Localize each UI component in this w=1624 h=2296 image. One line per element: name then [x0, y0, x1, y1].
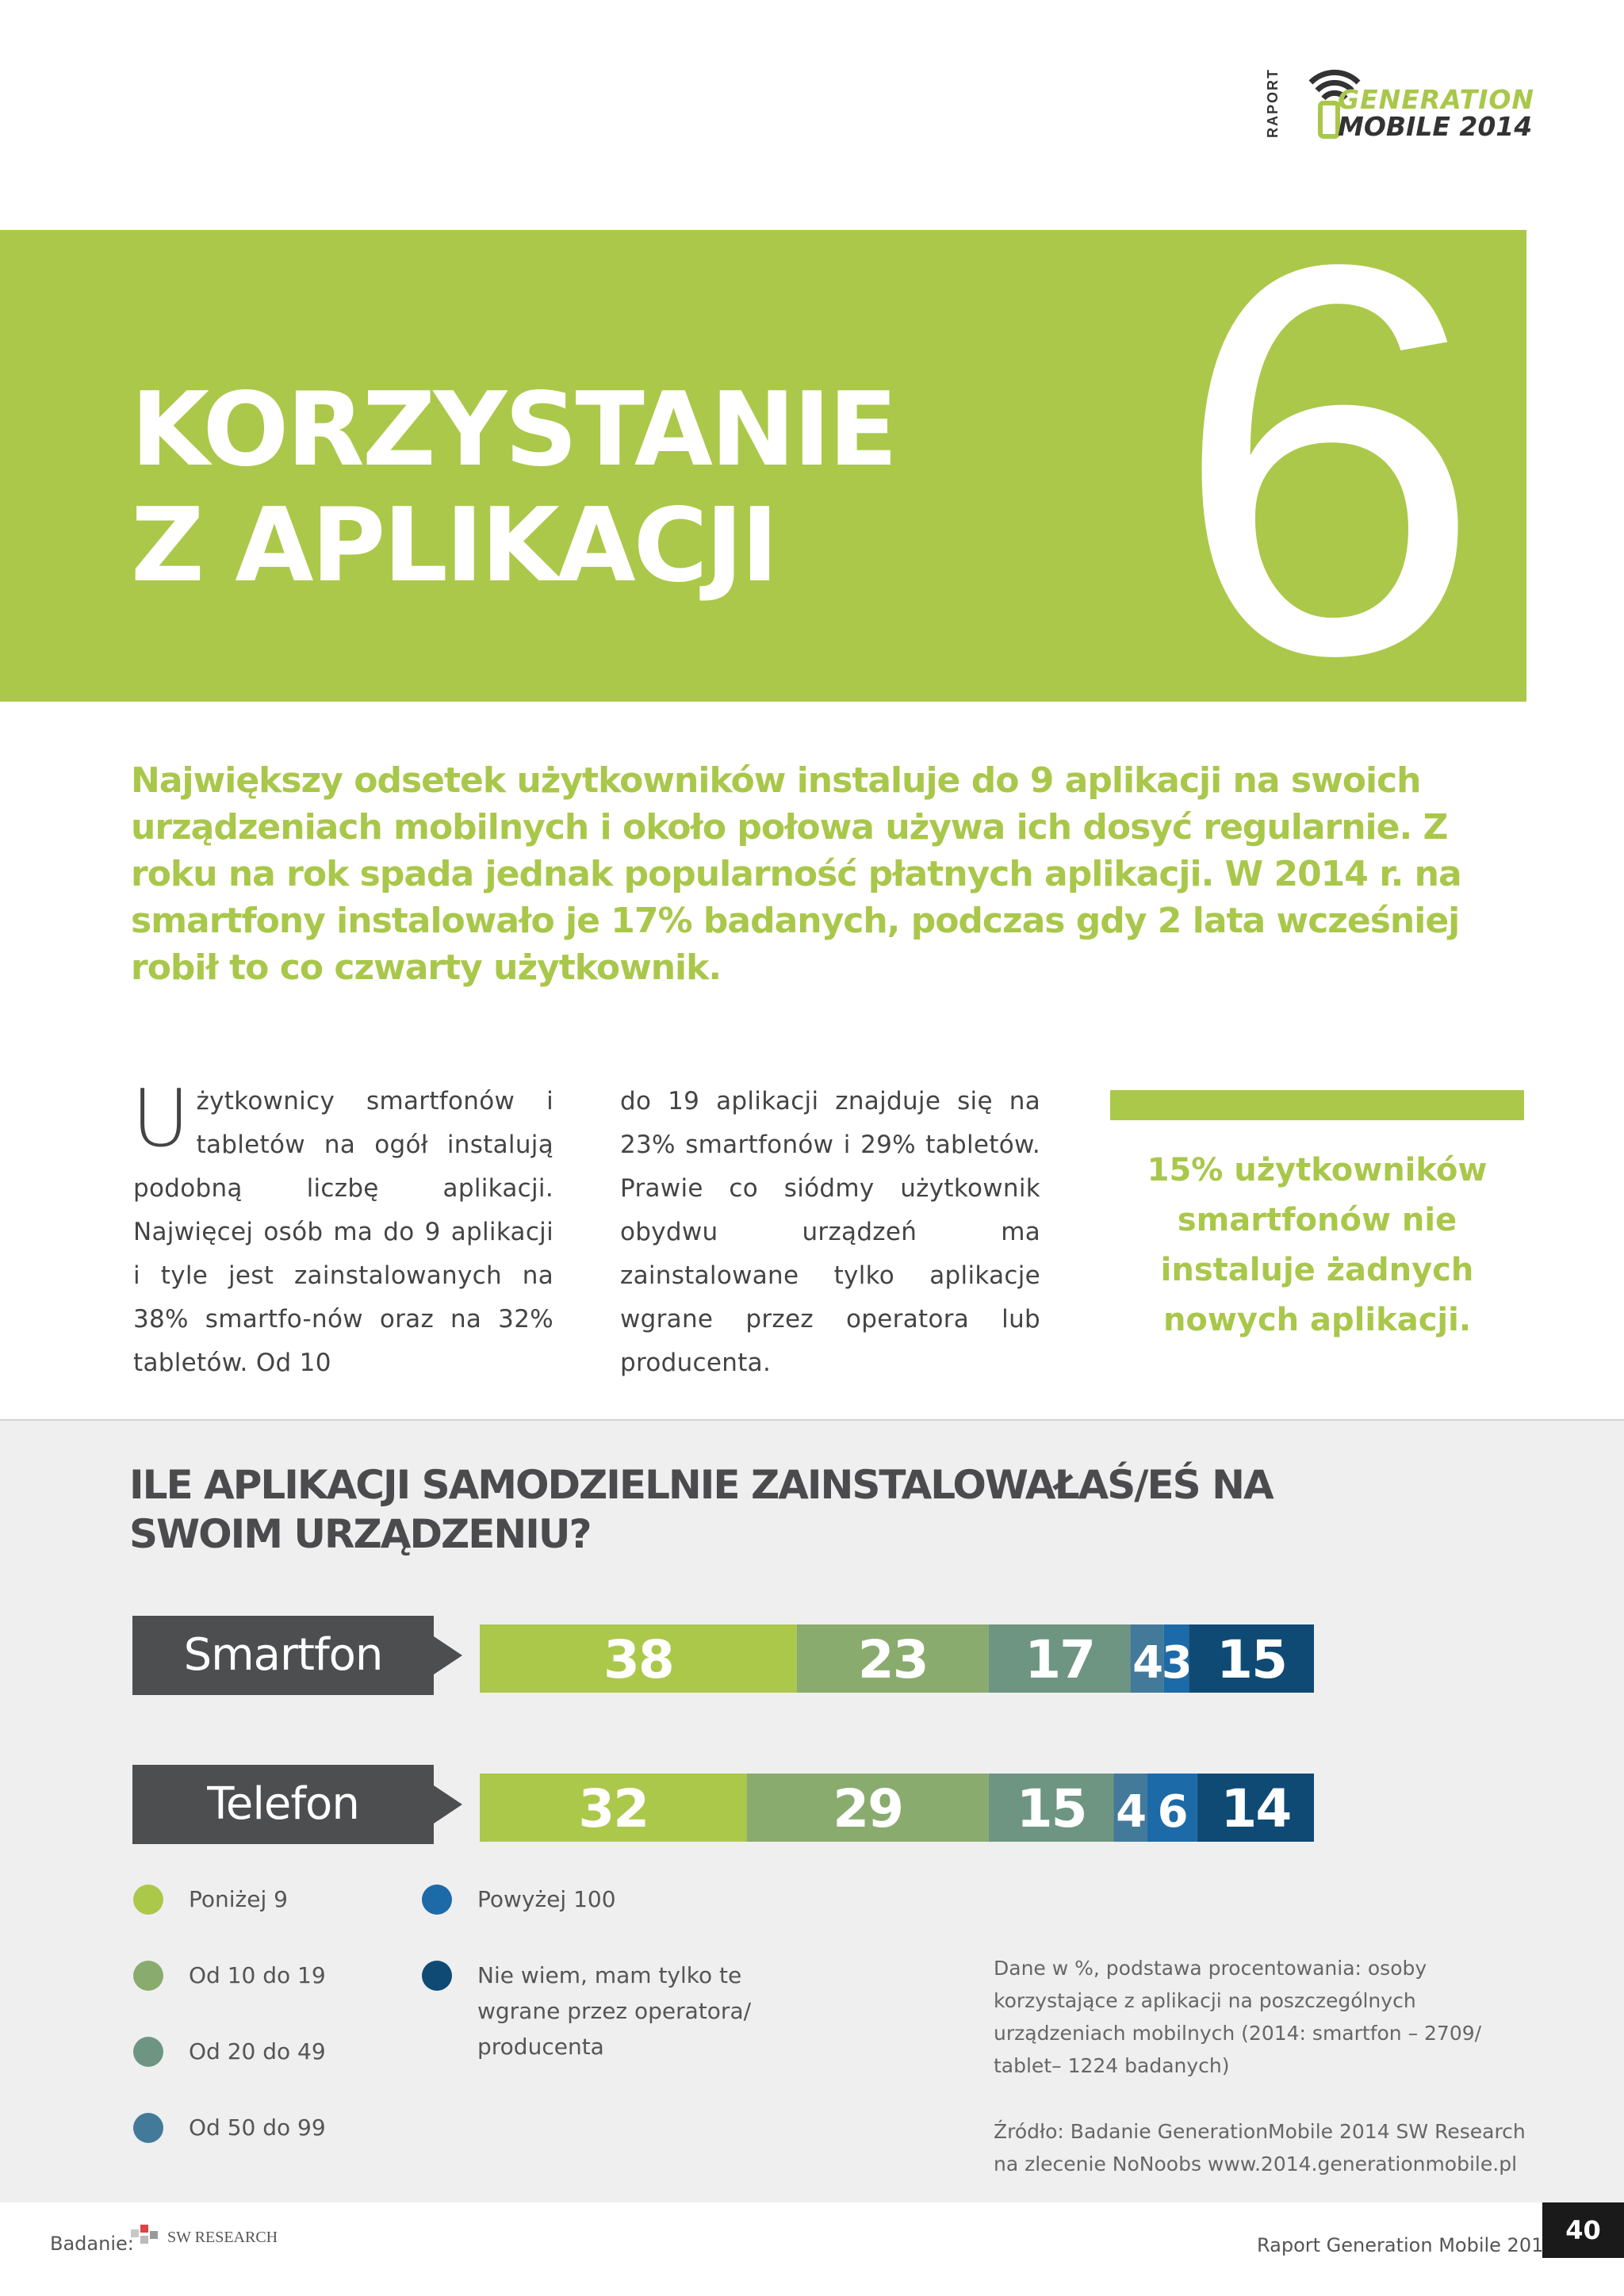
bar-value-label: 4 — [1132, 1637, 1162, 1689]
brand-line1: GENERATION — [1338, 84, 1535, 115]
bar-value-label: 14 — [1220, 1778, 1290, 1839]
bar-value-label: 38 — [603, 1629, 673, 1690]
bar-segment — [988, 1774, 1114, 1842]
bar-value-label: 3 — [1162, 1637, 1191, 1689]
bar-segment — [1147, 1774, 1197, 1842]
legend-item: Od 10 do 19 — [133, 1957, 474, 1993]
bar-value-label: 15 — [1216, 1629, 1286, 1690]
bar-segment — [480, 1774, 747, 1842]
raport-label: RAPORT — [1265, 68, 1281, 138]
bar-segment — [480, 1624, 797, 1693]
page-number: 40 — [1542, 2202, 1624, 2258]
chapter-title-line1: KORZYSTANIE — [131, 371, 898, 489]
sw-logo-text: SW RESEARCH — [167, 2229, 278, 2246]
legend-dot — [422, 1961, 452, 1991]
category-label-text: Smartfon — [183, 1629, 384, 1681]
legend-label: Od 20 do 49 — [189, 2038, 326, 2064]
chapter-title: KORZYSTANIE Z APLIKACJI — [131, 371, 898, 605]
legend-item: Od 50 do 99 — [133, 2110, 474, 2145]
chart-source: Źródło: Badanie GenerationMobile 2014 SW… — [994, 2120, 1526, 2175]
sw-research-logo: SW RESEARCH — [131, 2225, 278, 2246]
legend-label: Od 50 do 99 — [189, 2114, 326, 2141]
bar-value-label: 32 — [578, 1778, 648, 1839]
generation-mobile-logo: RAPORT GENERATION MOBILE 2014 — [1265, 55, 1534, 151]
legend-dot — [133, 1961, 163, 1991]
footer-report-title: Raport Generation Mobile 2014 — [1257, 2234, 1556, 2256]
category-label-telefon: Telefon — [132, 1765, 462, 1844]
bar-value-label: 4 — [1116, 1786, 1145, 1838]
bar-value-label: 29 — [833, 1778, 902, 1839]
chapter-banner: KORZYSTANIE Z APLIKACJI 6 — [0, 230, 1526, 702]
lead-paragraph: Największy odsetek użytkowników instaluj… — [131, 760, 1462, 988]
legend-label: Poniżej 9 — [189, 1886, 288, 1912]
legend-item: Nie wiem, mam tylko te wgrane przez oper… — [422, 1957, 763, 2064]
chapter-title-line2: Z APLIKACJI — [131, 487, 779, 605]
bar-segment — [988, 1624, 1131, 1693]
bar-value-label: 15 — [1017, 1778, 1086, 1839]
bar-segment — [1197, 1774, 1314, 1842]
bar-segment — [1163, 1624, 1189, 1693]
arrow-icon — [434, 1636, 462, 1674]
chart-notes: Dane w %, podstawa procentowania: osoby … — [994, 1952, 1533, 2180]
legend-item: Powyżej 100 — [422, 1881, 763, 1917]
legend-label: Nie wiem, mam tylko te wgrane przez oper… — [477, 1962, 752, 2060]
legend-dot — [133, 1885, 163, 1915]
chart-section: ILE APLIKACJI SAMODZIELNIE ZAINSTALOWAŁA… — [0, 1419, 1624, 2202]
footer-badanie-label: Badanie: — [50, 2233, 134, 2255]
arrow-icon — [434, 1785, 462, 1823]
brand-line2: MOBILE 2014 — [1338, 111, 1533, 142]
callout-bar — [1110, 1090, 1524, 1120]
legend-label: Od 10 do 19 — [189, 1962, 326, 1988]
chart-title: ILE APLIKACJI SAMODZIELNIE ZAINSTALOWAŁA… — [129, 1462, 1274, 1557]
chapter-number: 6 — [1174, 230, 1483, 702]
footer: Badanie: SW RESEARCH Raport Generation M… — [0, 2202, 1624, 2296]
bar-value-label: 17 — [1025, 1629, 1094, 1690]
body-column-1-text: żytkownicy smartfonów i tabletów na ogół… — [133, 1087, 553, 1377]
bar-segment — [1130, 1624, 1164, 1693]
category-label-text: Telefon — [207, 1778, 360, 1830]
wifi-phone-icon — [1308, 69, 1361, 139]
bar-segment — [1113, 1774, 1147, 1842]
legend-dot — [133, 2113, 163, 2143]
chart-base-note: Dane w %, podstawa procentowania: osoby … — [994, 1957, 1482, 2077]
legend-item: Od 20 do 49 — [133, 2034, 474, 2069]
bar-segment — [746, 1774, 989, 1842]
callout-text: 15% użytkowników smartfonów nie instaluj… — [1147, 1152, 1488, 1338]
body-column-2: do 19 aplikacji znajduje się na 23% smar… — [620, 1087, 1040, 1377]
bar-segment — [796, 1624, 989, 1693]
category-label-smartfon: Smartfon — [132, 1616, 462, 1695]
legend-item: Poniżej 9 — [133, 1881, 474, 1917]
bar-value-label: 23 — [858, 1629, 928, 1690]
bar-segment — [1189, 1624, 1314, 1693]
legend-label: Powyżej 100 — [477, 1886, 616, 1912]
bar-value-label: 6 — [1158, 1786, 1187, 1838]
legend-dot — [422, 1885, 452, 1915]
dropcap: U — [132, 1072, 190, 1165]
legend-dot — [133, 2037, 163, 2067]
